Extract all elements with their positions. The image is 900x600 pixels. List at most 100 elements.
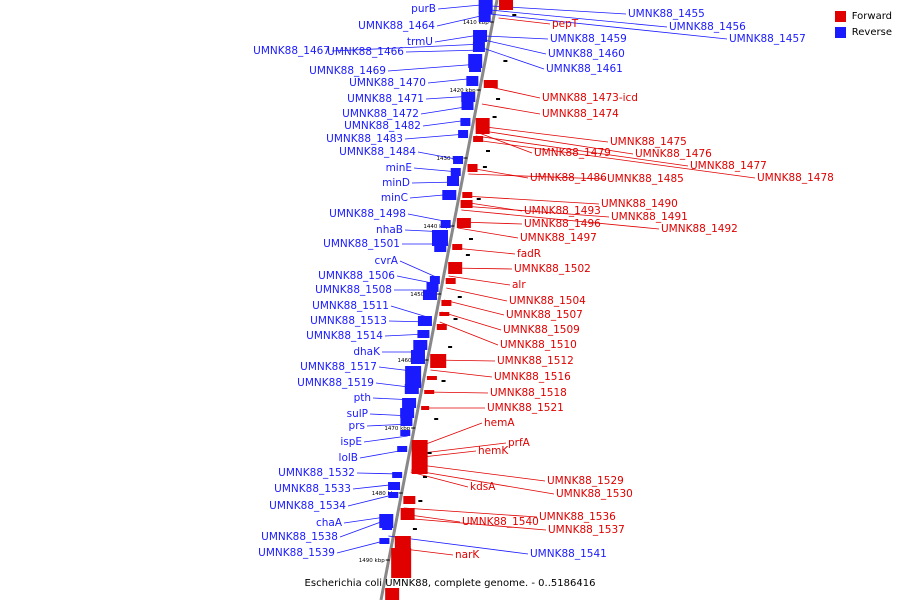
reverse-feature: [461, 92, 476, 102]
reverse-gene-label: UMNK88_1506: [318, 270, 395, 282]
forward-connector: [448, 275, 511, 286]
forward-gene-label: UMNK88_1493: [524, 205, 601, 217]
reverse-gene-label: UMNK88_1514: [306, 330, 383, 342]
marker: [476, 198, 481, 200]
forward-gene-label: narK: [455, 549, 480, 561]
reverse-connector: [404, 133, 467, 140]
reverse-feature: [434, 242, 447, 252]
reverse-feature: [458, 130, 469, 138]
forward-connector: [457, 227, 519, 239]
forward-connector: [443, 299, 505, 316]
forward-gene-label: alr: [512, 279, 526, 291]
reverse-feature: [404, 384, 419, 394]
reverse-connector: [490, 9, 668, 28]
tick-label: 1460 kbp: [397, 358, 423, 364]
forward-feature: [426, 376, 437, 380]
forward-gene-label: UMNK88_1497: [520, 232, 597, 244]
reverse-connector: [489, 13, 728, 40]
reverse-gene-label: UMNK88_1539: [258, 547, 335, 559]
forward-feature: [473, 136, 484, 142]
reverse-gene-label: UMNK88_1534: [269, 500, 346, 512]
forward-gene-label: UMNK88_1537: [548, 524, 625, 536]
reverse-gene-label: UMNK88_1501: [323, 238, 400, 250]
reverse-connector: [388, 535, 529, 555]
marker: [492, 116, 497, 118]
reverse-gene-label: UMNK88_1484: [339, 146, 416, 158]
reverse-feature: [466, 76, 479, 86]
forward-gene-label: pepT: [552, 18, 579, 30]
reverse-connector: [482, 47, 545, 70]
reverse-feature: [453, 156, 464, 164]
reverse-feature: [400, 430, 411, 436]
reverse-feature: [429, 276, 440, 284]
forward-gene-label: UMNK88_1490: [601, 198, 678, 210]
reverse-gene-label: UMNK88_1508: [315, 284, 392, 296]
reverse-gene-label: UMNK88_1519: [297, 377, 374, 389]
reverse-connector: [485, 35, 549, 40]
forward-connector: [403, 507, 538, 518]
forward-connector: [474, 139, 756, 179]
forward-gene-label: UMNK88_1475: [610, 136, 687, 148]
reverse-feature: [460, 118, 471, 126]
forward-connector: [476, 131, 533, 154]
forward-connector: [410, 471, 469, 488]
marker: [457, 296, 462, 298]
marker: [412, 528, 417, 530]
forward-gene-label: UMNK88_1518: [490, 387, 567, 399]
forward-feature: [441, 300, 452, 306]
tick-label: 1440 kbp: [423, 224, 449, 230]
forward-feature: [448, 262, 463, 274]
forward-gene-label: UMNK88_1476: [635, 148, 712, 160]
forward-feature: [475, 118, 490, 134]
forward-connector: [477, 125, 609, 143]
legend-forward-label: Forward: [851, 10, 892, 22]
reverse-connector: [490, 5, 627, 15]
forward-gene-label: UMNK88_1502: [514, 263, 591, 275]
forward-gene-label: UMNK88_1536: [539, 511, 616, 523]
reverse-gene-label: UMNK88_1455: [628, 8, 705, 20]
forward-connector: [412, 463, 546, 482]
marker: [503, 60, 508, 62]
forward-feature: [452, 244, 463, 250]
forward-feature: [403, 496, 416, 504]
reverse-feature: [400, 408, 415, 418]
reverse-feature: [447, 176, 460, 186]
reverse-feature: [379, 538, 390, 544]
reverse-gene-label: UMNK88_1483: [326, 133, 403, 145]
legend-forward: Forward: [834, 8, 892, 24]
marker: [434, 418, 439, 420]
forward-gene-label: UMNK88_1485: [607, 173, 684, 185]
reverse-gene-label: UMNK88_1513: [310, 315, 387, 327]
reverse-gene-label: UMNK88_1456: [669, 21, 746, 33]
reverse-connector: [363, 435, 408, 443]
reverse-gene-label: minC: [381, 192, 408, 204]
forward-gene-label: UMNK88_1496: [524, 218, 601, 230]
legend-reverse-label: Reverse: [851, 26, 892, 38]
reverse-gene-label: lolB: [339, 452, 358, 464]
forward-feature: [499, 0, 514, 10]
reverse-feature: [388, 492, 399, 498]
forward-gene-label: UMNK88_1477: [690, 160, 767, 172]
tick-label: 1410 kbp: [463, 20, 489, 26]
reverse-gene-label: UMNK88_1532: [278, 467, 355, 479]
marker: [486, 150, 490, 152]
reverse-connector: [387, 63, 480, 72]
reverse-feature: [472, 42, 485, 52]
reverse-gene-label: UMNK88_1498: [329, 208, 406, 220]
forward-feature: [421, 406, 430, 410]
marker: [482, 166, 487, 168]
forward-feature: [424, 390, 435, 394]
reverse-feature: [405, 366, 422, 388]
forward-gene-label: hemK: [478, 445, 509, 457]
forward-connector: [469, 167, 529, 179]
forward-gene-label: UMNK88_1473-icd: [542, 92, 638, 104]
reverse-gene-label: UMNK88_1471: [347, 93, 424, 105]
reverse-gene-label: UMNK88_1469: [309, 65, 386, 77]
reverse-gene-label: UMNK88_1464: [358, 20, 435, 32]
reverse-gene-label: UMNK88_1459: [550, 33, 627, 45]
reverse-connector: [331, 43, 484, 52]
reverse-gene-label: UMNK88_1467: [253, 45, 330, 57]
legend-reverse: Reverse: [834, 24, 892, 40]
reverse-gene-label: trmU: [407, 36, 433, 48]
forward-feature: [460, 200, 473, 208]
